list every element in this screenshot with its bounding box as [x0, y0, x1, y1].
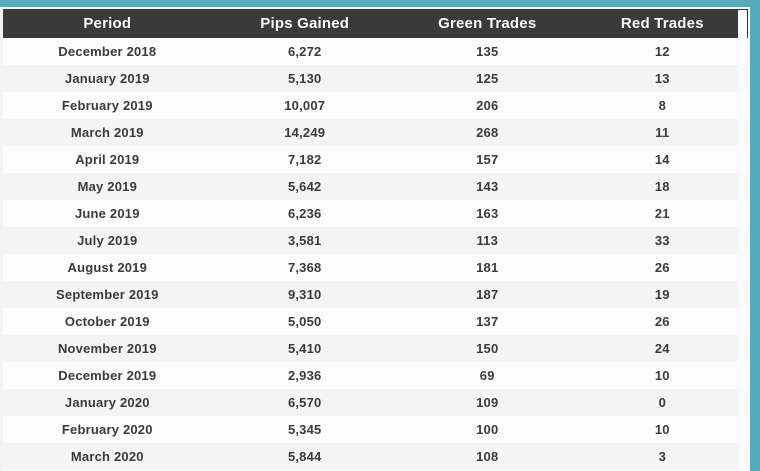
cell-green-trades: 163	[476, 206, 499, 221]
cell-green-trades: 108	[476, 449, 499, 464]
cell-red-trades: 13	[654, 71, 670, 86]
cell-green-trades: 137	[476, 314, 499, 329]
cell-green-trades: 109	[476, 395, 499, 410]
cell-red-trades: 26	[654, 260, 670, 275]
cell-pips-gained: 5,410	[287, 341, 322, 356]
cell-red-trades: 8	[658, 98, 667, 113]
cell-period: October 2019	[64, 314, 150, 329]
table-row: March 2020 5,844 108 3	[3, 443, 748, 470]
cell-red-trades: 24	[654, 341, 670, 356]
cell-period: March 2019	[70, 125, 144, 140]
cell-green-trades: 69	[479, 368, 495, 383]
cell-period: February 2019	[61, 98, 153, 113]
column-header-green-trades: Green Trades	[438, 15, 537, 32]
cell-pips-gained: 6,236	[287, 206, 322, 221]
cell-green-trades: 187	[476, 287, 499, 302]
cell-pips-gained: 5,345	[287, 422, 322, 437]
cell-green-trades: 135	[476, 44, 499, 59]
cell-green-trades: 206	[476, 98, 499, 113]
cell-period: August 2019	[67, 260, 148, 275]
cell-green-trades: 143	[476, 179, 499, 194]
cell-pips-gained: 5,844	[287, 449, 322, 464]
cell-red-trades: 11	[655, 125, 670, 140]
cell-red-trades: 21	[654, 206, 670, 221]
cell-period: November 2019	[57, 341, 157, 356]
cell-green-trades: 150	[476, 341, 499, 356]
table-row: August 2019 7,368 181 26	[3, 254, 748, 281]
table-row: January 2019 5,130 125 13	[3, 65, 748, 92]
cell-pips-gained: 5,050	[287, 314, 322, 329]
trading-results-table: Period Pips Gained Green Trades Red Trad…	[3, 9, 748, 470]
table-row: April 2019 7,182 157 14	[3, 146, 748, 173]
table-row: November 2019 5,410 150 24	[3, 335, 748, 362]
cell-pips-gained: 14,249	[284, 125, 326, 140]
cell-red-trades: 19	[654, 287, 670, 302]
table-row: January 2020 6,570 109 0	[3, 389, 748, 416]
cell-period: May 2019	[77, 179, 137, 194]
cell-green-trades: 113	[476, 233, 499, 248]
cell-pips-gained: 7,182	[287, 152, 322, 167]
scrollbar-track[interactable]	[738, 10, 747, 471]
scrollbar-thumb[interactable]	[738, 10, 747, 68]
cell-green-trades: 181	[476, 260, 499, 275]
cell-pips-gained: 9,310	[287, 287, 322, 302]
cell-pips-gained: 3,581	[287, 233, 322, 248]
cell-green-trades: 157	[476, 152, 499, 167]
table-row: February 2020 5,345 100 10	[3, 416, 748, 443]
cell-green-trades: 125	[476, 71, 499, 86]
cell-red-trades: 12	[654, 44, 670, 59]
cell-red-trades: 0	[658, 395, 667, 410]
cell-period: September 2019	[56, 287, 159, 302]
cell-red-trades: 18	[654, 179, 670, 194]
table-body: December 2018 6,272 135 12 January 2019 5,130…	[3, 38, 748, 470]
table-row: March 2019 14,249 268 11	[3, 119, 748, 146]
cell-period: June 2019	[74, 206, 140, 221]
column-header-period: Period	[83, 15, 132, 32]
cell-pips-gained: 5,130	[287, 71, 322, 86]
right-accent-bar	[750, 0, 760, 471]
table-row: June 2019 6,236 163 21	[3, 200, 748, 227]
cell-period: April 2019	[75, 152, 140, 167]
table-header-row: Period Pips Gained Green Trades Red Trad…	[3, 9, 748, 38]
table-row: October 2019 5,050 137 26	[3, 308, 748, 335]
cell-period: January 2020	[64, 395, 150, 410]
table-row: July 2019 3,581 113 33	[3, 227, 748, 254]
table-row: December 2019 2,936 69 10	[3, 362, 748, 389]
cell-period: January 2019	[64, 71, 150, 86]
cell-pips-gained: 10,007	[284, 98, 326, 113]
column-header-pips-gained: Pips Gained	[260, 15, 350, 32]
cell-period: March 2020	[70, 449, 144, 464]
cell-green-trades: 268	[476, 125, 499, 140]
table-row: December 2018 6,272 135 12	[3, 38, 748, 65]
cell-period: July 2019	[77, 233, 138, 248]
column-header-red-trades: Red Trades	[620, 15, 704, 32]
cell-pips-gained: 7,368	[287, 260, 322, 275]
cell-red-trades: 10	[654, 368, 670, 383]
cell-pips-gained: 6,272	[287, 44, 322, 59]
cell-period: December 2019	[58, 368, 157, 383]
cell-red-trades: 14	[654, 152, 670, 167]
cell-green-trades: 100	[476, 422, 499, 437]
cell-red-trades: 3	[658, 449, 667, 464]
cell-red-trades: 10	[654, 422, 670, 437]
table-row: September 2019 9,310 187 19	[3, 281, 748, 308]
table-row: February 2019 10,007 206 8	[3, 92, 748, 119]
cell-red-trades: 33	[654, 233, 670, 248]
cell-red-trades: 26	[654, 314, 670, 329]
table-row: May 2019 5,642 143 18	[3, 173, 748, 200]
left-edge-strip	[0, 7, 3, 471]
cell-pips-gained: 5,642	[287, 179, 322, 194]
cell-pips-gained: 2,936	[287, 368, 322, 383]
cell-period: February 2020	[61, 422, 153, 437]
top-accent-bar	[0, 0, 760, 7]
cell-pips-gained: 6,570	[287, 395, 322, 410]
cell-period: December 2018	[58, 44, 157, 59]
